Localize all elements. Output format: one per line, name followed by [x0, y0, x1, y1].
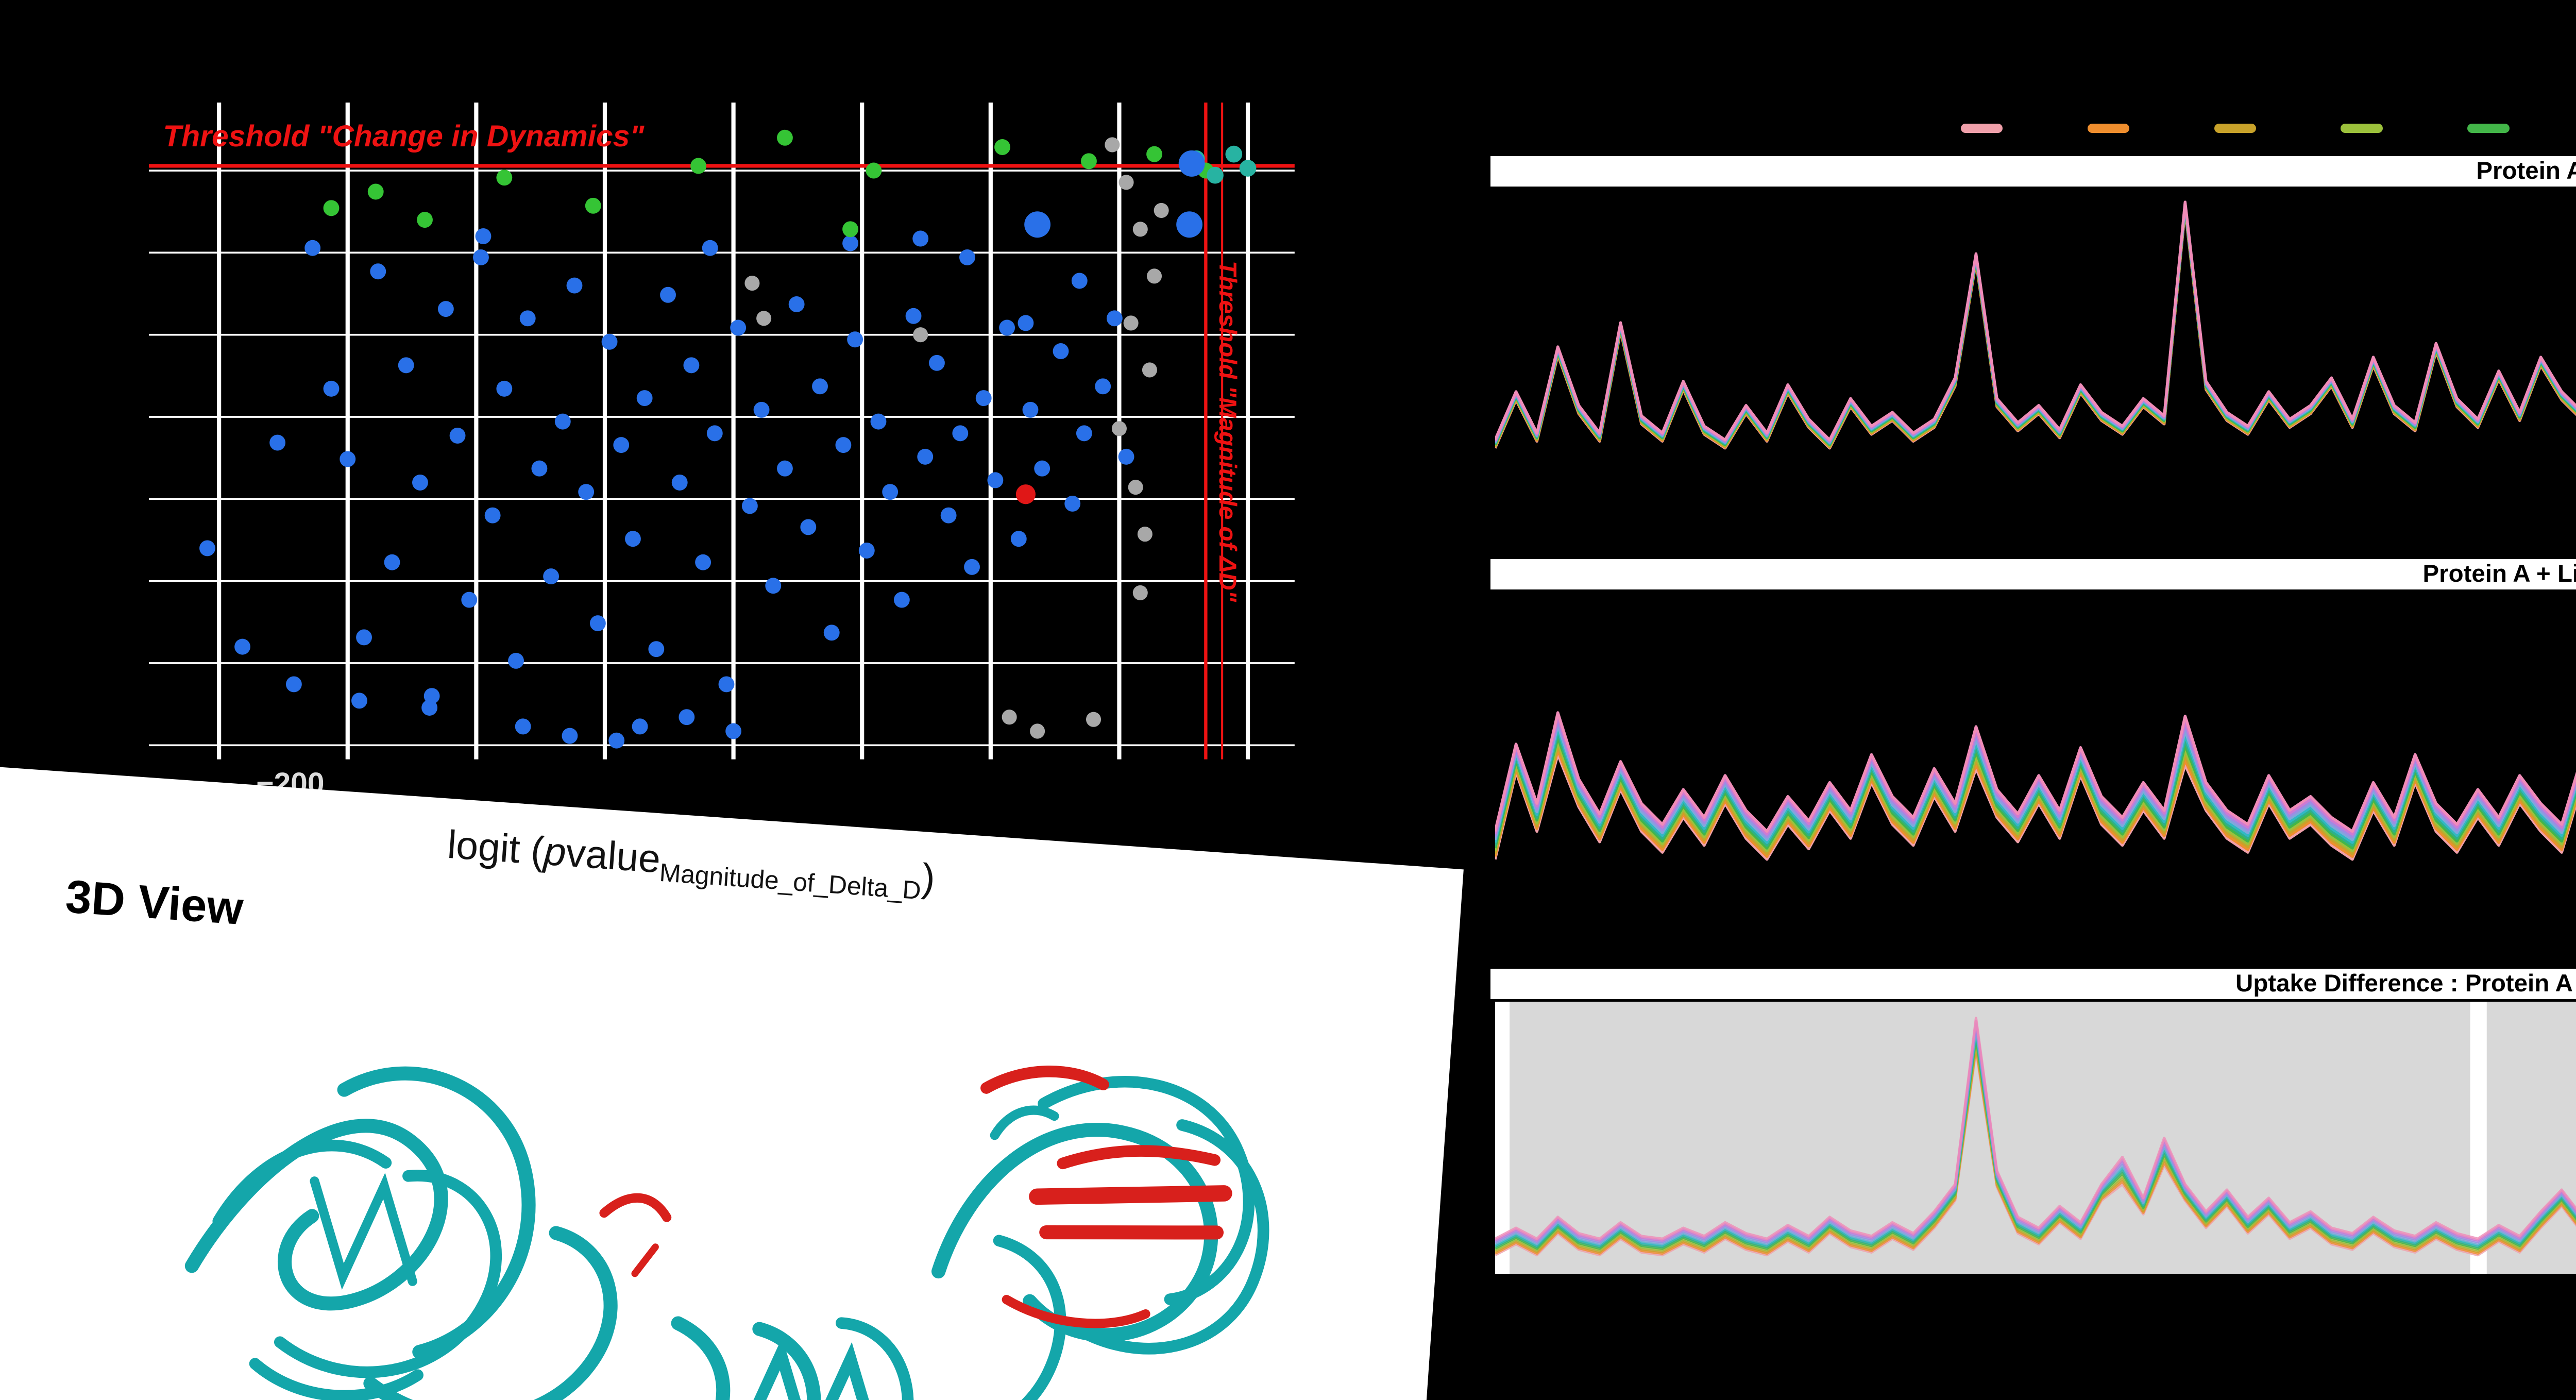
volcano-x-axis-label: logit (pvalueMagnitude_of_Delta_D) — [446, 821, 937, 906]
uptake-difference-chart[interactable] — [1495, 1001, 2576, 1274]
legend-dash[interactable] — [2341, 123, 2383, 133]
timepoint-legend[interactable] — [1960, 121, 2576, 135]
threshold-magnitude-label: Threshold "Magnitude of ΔD" — [1213, 261, 1241, 602]
axis-label-sub: Magnitude_of_Delta_D — [658, 857, 922, 905]
axis-label-mid: value — [564, 830, 662, 882]
legend-dash[interactable] — [2467, 123, 2510, 133]
panel-title-protein-a: Protein A — [1490, 156, 2576, 187]
legend-dash[interactable] — [2087, 123, 2130, 133]
axis-label-post: ) — [920, 855, 937, 901]
uptake-chart-protein-a-ligand[interactable] — [1495, 601, 2576, 951]
threshold-dynamics-label: Threshold "Change in Dynamics" — [163, 119, 645, 153]
legend-dash[interactable] — [2214, 123, 2256, 133]
uptake-chart-protein-a[interactable] — [1495, 195, 2576, 541]
3d-view-title: 3D View — [63, 870, 245, 935]
panel-title-uptake-difference: Uptake Difference : Protein A - (Protein… — [1490, 969, 2576, 1000]
volcano-plot[interactable] — [149, 102, 1295, 760]
3d-view-panel[interactable]: logit (pvalueMagnitude_of_Delta_D) 3D Vi… — [0, 764, 1464, 1400]
panel-title-protein-a-ligand: Protein A + Ligand — [1490, 559, 2576, 589]
protein-ribbon[interactable] — [36, 931, 1341, 1400]
legend-dash[interactable] — [1960, 123, 2003, 133]
axis-label-p: p — [542, 829, 568, 875]
axis-label-pre: logit ( — [446, 822, 546, 873]
